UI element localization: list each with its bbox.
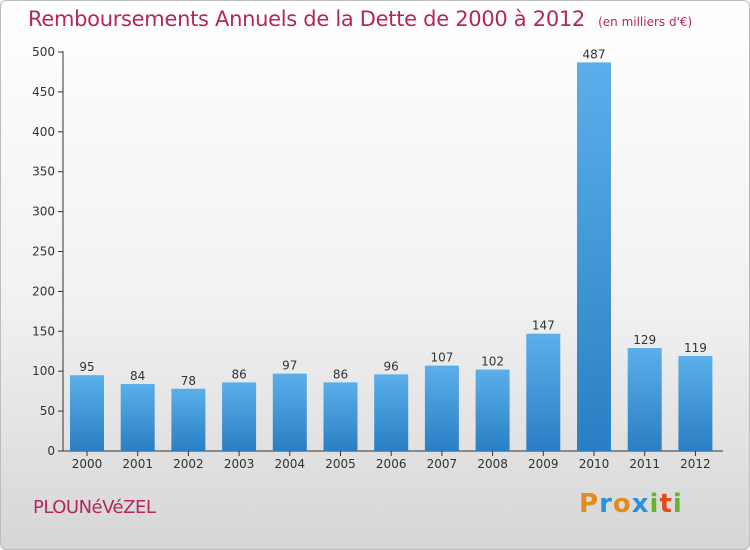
y-tick-label: 150	[32, 324, 55, 338]
y-tick-label: 350	[32, 165, 55, 179]
brand-letter: r	[599, 489, 613, 519]
bar-value-label: 102	[481, 355, 504, 369]
bar	[678, 356, 713, 451]
y-tick-label: 400	[32, 125, 55, 139]
brand-logo: Proxiti	[579, 489, 683, 519]
bar	[627, 348, 662, 451]
brand-letter: P	[579, 489, 600, 519]
bar-value-label: 78	[181, 374, 196, 388]
y-tick-label: 0	[47, 444, 55, 458]
x-tick-label: 2000	[72, 457, 103, 471]
bar	[323, 382, 358, 451]
y-tick-label: 200	[32, 284, 55, 298]
x-tick-label: 2002	[173, 457, 204, 471]
brand-letter: o	[612, 489, 632, 519]
x-tick-label: 2010	[579, 457, 610, 471]
x-tick-label: 2001	[122, 457, 153, 471]
bar	[70, 375, 104, 451]
brand-letter: x	[631, 489, 650, 519]
bar	[374, 374, 409, 451]
x-tick-label: 2012	[680, 457, 711, 471]
bar	[120, 383, 155, 451]
chart-unit: (en milliers d'€)	[598, 15, 693, 29]
x-tick-label: 2008	[477, 457, 508, 471]
y-tick-label: 250	[32, 245, 55, 259]
bar	[526, 333, 561, 451]
bar	[171, 388, 206, 451]
bar-value-label: 487	[583, 47, 606, 61]
bar-value-label: 86	[333, 367, 348, 381]
bar-value-label: 119	[684, 341, 707, 355]
x-tick-label: 2004	[275, 457, 306, 471]
bar-value-label: 107	[430, 351, 453, 365]
bar-value-label: 97	[282, 359, 297, 373]
x-tick-label: 2006	[376, 457, 407, 471]
bars: 95 84 78 86 97 86 96 107 102 147 487 129 119	[70, 47, 713, 452]
bar	[424, 365, 459, 451]
brand-letter: t	[659, 489, 673, 519]
bar-value-label: 86	[231, 367, 246, 381]
bar	[222, 382, 257, 451]
y-tick-label: 100	[32, 364, 55, 378]
bar	[272, 373, 307, 451]
x-tick-label: 2007	[427, 457, 458, 471]
brand-letter: i	[649, 489, 660, 519]
commune-name: PLOUNéVéZEL	[33, 497, 156, 518]
x-tick-label: 2011	[629, 457, 660, 471]
y-tick-label: 50	[40, 404, 55, 418]
y-tick-label: 300	[32, 205, 55, 219]
x-tick-label: 2009	[528, 457, 559, 471]
axes: 0 50 100 150 200 250 300 350 400 450 500 2000 2001 20…	[32, 45, 723, 471]
bar-value-label: 129	[633, 333, 656, 347]
chart-title-row: Remboursements Annuels de la Dette de 20…	[28, 7, 692, 31]
brand-letter: i	[672, 489, 683, 519]
bar	[475, 369, 510, 451]
y-tick-label: 500	[32, 45, 55, 59]
bar-value-label: 84	[130, 369, 145, 383]
bar-value-label: 96	[384, 359, 399, 373]
bar-value-label: 147	[532, 319, 555, 333]
x-tick-label: 2003	[224, 457, 255, 471]
x-tick-label: 2005	[325, 457, 356, 471]
bar	[577, 62, 611, 452]
y-tick-label: 450	[32, 85, 55, 99]
chart-title: Remboursements Annuels de la Dette de 20…	[28, 7, 585, 31]
bar-value-label: 95	[79, 360, 94, 374]
